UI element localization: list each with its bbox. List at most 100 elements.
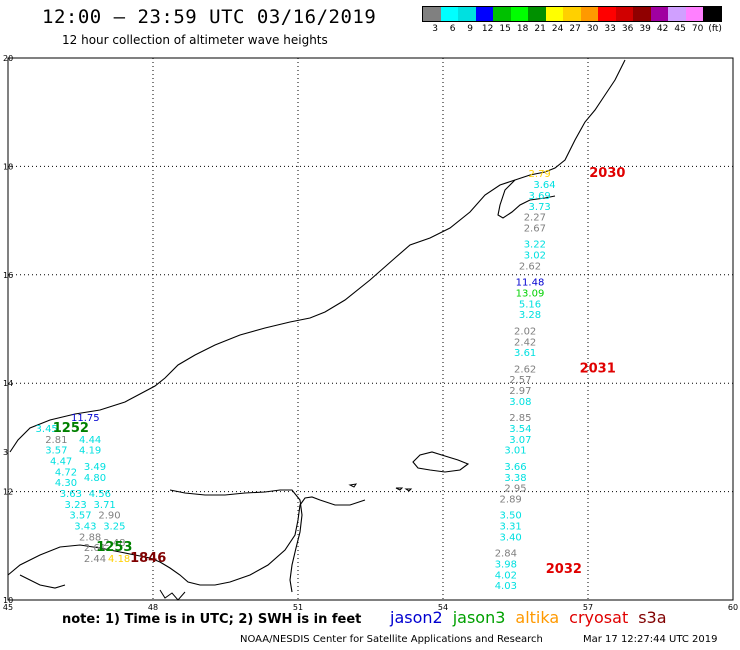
wave-height-value: 2.48 <box>103 538 125 549</box>
wave-height-value: 3.01 <box>504 446 526 457</box>
wave-height-value: 3.64 <box>533 180 555 191</box>
wave-height-value: 3.28 <box>519 310 541 321</box>
wave-height-value: 2.97 <box>509 386 531 397</box>
wave-height-value: 2.88 <box>79 532 101 543</box>
wave-height-readings: 2.793.643.693.732.272.673.223.022.6211.4… <box>36 169 556 592</box>
wave-height-value: 4.56 <box>89 489 111 500</box>
wave-height-value: 3.31 <box>500 522 522 533</box>
color-swatch <box>493 7 511 21</box>
color-scale-label: (ft) <box>708 24 722 34</box>
footer-timestamp: Mar 17 12:27:44 UTC 2019 <box>583 634 718 645</box>
wave-height-value: 3.08 <box>509 397 531 408</box>
x-tick-label: 51 <box>293 603 303 612</box>
wave-height-value: 4.44 <box>79 435 101 446</box>
legend-entry-s3a: s3a <box>638 608 667 627</box>
axis-tick-labels: 45 48 51 54 57 60 20 18 16 14 12 10 3 <box>3 54 738 612</box>
wave-height-value: 4.18 <box>108 554 130 565</box>
color-swatch <box>440 7 458 21</box>
coastline-djibouti <box>19 574 66 589</box>
color-scale-label: 33 <box>604 24 616 34</box>
wave-height-value: 2.27 <box>524 213 546 224</box>
color-scale-label: 45 <box>674 24 686 34</box>
y-tick-label: 12 <box>3 488 13 497</box>
color-swatch <box>528 7 546 21</box>
color-scale-swatches <box>422 6 722 22</box>
wave-height-value: 2.57 <box>509 375 531 386</box>
wave-height-value: 3.69 <box>529 191 551 202</box>
wave-height-value: 4.47 <box>50 457 72 468</box>
y-tick-label: 16 <box>3 271 13 280</box>
wave-height-value: 2.62 <box>519 261 541 272</box>
wave-height-value: 3.25 <box>103 522 125 533</box>
color-scale-label: 9 <box>467 24 473 34</box>
color-swatch <box>475 7 493 21</box>
wave-height-value: 3.57 <box>69 511 91 522</box>
wave-height-value: 3.71 <box>94 500 116 511</box>
color-scale-label: 18 <box>516 24 529 34</box>
color-swatch <box>458 7 476 21</box>
island-socotra <box>412 451 470 473</box>
wave-height-value: 4.02 <box>495 570 517 581</box>
wave-height-value: 4.80 <box>84 473 106 484</box>
wave-height-value: 11.48 <box>516 278 545 289</box>
wave-height-value: 3.22 <box>524 240 546 251</box>
color-scale-label: 12 <box>481 24 494 34</box>
wave-height-value: 4.19 <box>79 446 101 457</box>
wave-height-value: 3.50 <box>500 511 522 522</box>
color-scale-label: 70 <box>691 24 704 34</box>
wave-height-value: 3.49 <box>84 462 106 473</box>
color-scale-label: 30 <box>586 24 599 34</box>
wave-height-value: 2.90 <box>98 511 120 522</box>
coastline-ras-madrakah <box>497 179 556 219</box>
pass-time-label: 1252 <box>53 421 89 436</box>
wave-height-value: 2.02 <box>514 326 536 337</box>
wave-height-value: 3.73 <box>529 202 551 213</box>
color-scale-legend: 3 6 9 12 15 18 21 24 27 30 33 36 39 42 45 70 (ft) <box>422 6 722 34</box>
y-tick-label: 14 <box>3 379 13 388</box>
map-subtitle: 12 hour collection of altimeter wave hei… <box>62 33 328 47</box>
color-scale-label: 15 <box>499 24 511 34</box>
y-tick-label: 18 <box>3 162 13 171</box>
wave-height-value: 2.42 <box>514 337 536 348</box>
map-title: 12:00 – 23:59 UTC 03/16/2019 <box>42 6 377 28</box>
color-swatch <box>633 7 651 21</box>
wave-height-value: 2.95 <box>504 484 526 495</box>
color-swatch <box>423 7 441 21</box>
wave-height-value: 3.02 <box>524 251 546 262</box>
wave-height-value: 3.63 <box>60 489 82 500</box>
x-tick-label: 57 <box>583 603 593 612</box>
wave-height-value: 2.84 <box>495 549 517 560</box>
wave-height-value: 2.81 <box>45 435 67 446</box>
wave-height-value: 5.16 <box>519 299 541 310</box>
y-tick-label: 10 <box>3 596 13 605</box>
wave-height-value: 3.07 <box>509 435 531 446</box>
wave-height-value: 3.98 <box>495 559 517 570</box>
wave-height-value: 2.79 <box>529 169 551 180</box>
y-tick-label: 20 <box>3 54 13 63</box>
wave-height-value: 3.61 <box>514 348 536 359</box>
wave-height-value: 2.67 <box>524 223 546 234</box>
wave-height-value: 2.85 <box>509 413 531 424</box>
wave-height-value: 2.89 <box>500 494 522 505</box>
wave-height-value: 3.40 <box>500 532 522 543</box>
color-scale-label: 21 <box>534 24 546 34</box>
map-frame <box>7 57 734 601</box>
wave-height-value: 2.62 <box>514 364 536 375</box>
coastline-gulf-of-aden-south <box>169 489 303 593</box>
x-tick-label: 54 <box>438 603 448 612</box>
color-swatch <box>598 7 616 21</box>
wave-height-value: 3.57 <box>45 446 67 457</box>
footer-note: note: 1) Time is in UTC; 2) SWH is in fe… <box>62 612 362 627</box>
wave-height-value: 3.43 <box>74 522 96 533</box>
coastline-arabian-peninsula <box>9 59 626 453</box>
color-scale-label: 39 <box>639 24 651 34</box>
footer-credit: NOAA/NESDIS Center for Satellite Applica… <box>240 634 543 645</box>
wave-height-value: 3.66 <box>504 462 526 473</box>
legend-entry-jason3: jason3 <box>452 608 506 627</box>
pass-time-label: 2030 <box>589 166 625 181</box>
legend-entry-altika: altika <box>515 608 560 627</box>
wave-height-value: 2.44 <box>84 554 106 565</box>
color-swatch <box>668 7 686 21</box>
wave-height-value: 3.45 <box>36 424 58 435</box>
color-scale-label: 3 <box>432 24 438 34</box>
